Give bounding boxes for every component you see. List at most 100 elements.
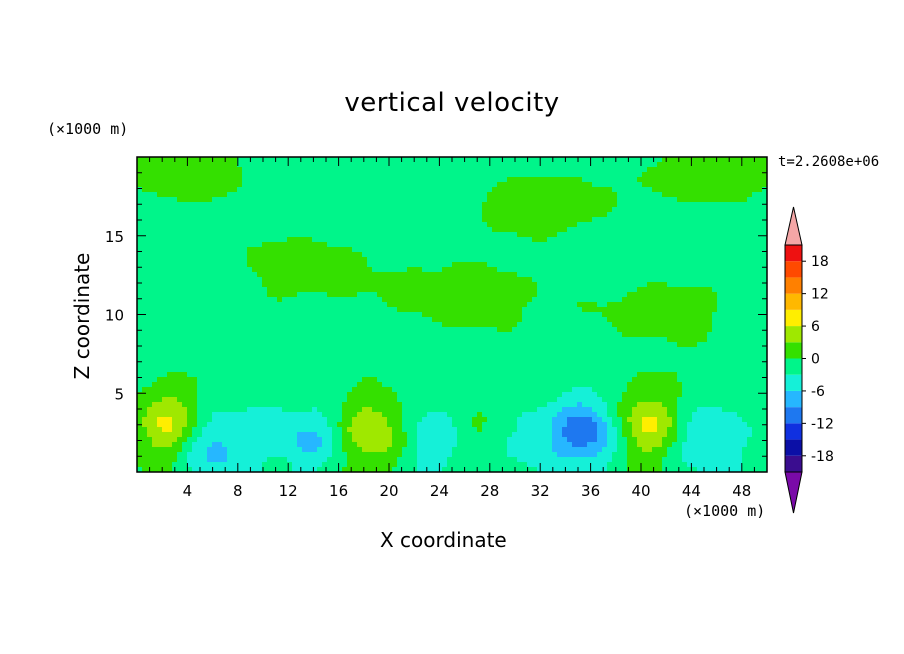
contour-cell [452, 162, 457, 167]
contour-cell [677, 242, 682, 247]
contour-cell [357, 222, 362, 227]
contour-cell [562, 192, 567, 197]
contour-cell [257, 317, 262, 322]
contour-cell [317, 347, 322, 352]
contour-cell [332, 262, 337, 267]
contour-cell [477, 347, 482, 352]
contour-cell [172, 332, 177, 337]
contour-cell [292, 202, 297, 207]
contour-cell [432, 277, 437, 282]
contour-cell [312, 272, 317, 277]
contour-cell [752, 312, 757, 317]
contour-cell [522, 172, 527, 177]
contour-cell [432, 292, 437, 297]
contour-cell [587, 157, 592, 162]
contour-cell [667, 332, 672, 337]
contour-cell [367, 167, 372, 172]
contour-cell [347, 237, 352, 242]
contour-cell [247, 222, 252, 227]
contour-cell [557, 212, 562, 217]
contour-cell [427, 207, 432, 212]
contour-cell [212, 182, 217, 187]
contour-cell [182, 322, 187, 327]
contour-cell [512, 257, 517, 262]
contour-cell [137, 247, 142, 252]
contour-cell [602, 267, 607, 272]
contour-cell [467, 307, 472, 312]
contour-cell [232, 202, 237, 207]
contour-cell [272, 232, 277, 237]
contour-cell [252, 277, 257, 282]
contour-cell [482, 177, 487, 182]
contour-cell [697, 207, 702, 212]
contour-cell [637, 182, 642, 187]
contour-cell [582, 212, 587, 217]
contour-cell [582, 242, 587, 247]
contour-cell [397, 337, 402, 342]
contour-cell [142, 287, 147, 292]
contour-cell [557, 337, 562, 342]
contour-cell [252, 322, 257, 327]
contour-cell [287, 292, 292, 297]
contour-cell [657, 262, 662, 267]
contour-cell [442, 192, 447, 197]
contour-cell [687, 157, 692, 162]
contour-cell [182, 172, 187, 177]
contour-cell [282, 287, 287, 292]
contour-cell [202, 177, 207, 182]
contour-cell [697, 172, 702, 177]
contour-cell [537, 177, 542, 182]
contour-cell [667, 277, 672, 282]
contour-cell [712, 207, 717, 212]
contour-cell [462, 172, 467, 177]
contour-cell [167, 352, 172, 357]
contour-cell [557, 297, 562, 302]
contour-cell [257, 172, 262, 177]
contour-cell [457, 167, 462, 172]
contour-cell [622, 202, 627, 207]
contour-cell [647, 172, 652, 177]
contour-cell [252, 212, 257, 217]
contour-cell [287, 177, 292, 182]
contour-cell [682, 237, 687, 242]
contour-cell [407, 227, 412, 232]
contour-cell [722, 327, 727, 332]
contour-cell [187, 307, 192, 312]
contour-cell [382, 282, 387, 287]
contour-cell [662, 297, 667, 302]
contour-cell [712, 197, 717, 202]
contour-cell [727, 217, 732, 222]
contour-cell [632, 182, 637, 187]
contour-cell [642, 292, 647, 297]
contour-cell [627, 347, 632, 352]
contour-cell [582, 157, 587, 162]
contour-cell [347, 177, 352, 182]
contour-cell [477, 317, 482, 322]
contour-cell [357, 177, 362, 182]
contour-cell [602, 232, 607, 237]
contour-cell [707, 272, 712, 277]
contour-cell [287, 287, 292, 292]
contour-cell [642, 297, 647, 302]
contour-cell [167, 217, 172, 222]
contour-cell [262, 172, 267, 177]
contour-cell [552, 212, 557, 217]
contour-cell [632, 162, 637, 167]
contour-cell [697, 327, 702, 332]
contour-cell [672, 312, 677, 317]
contour-cell [667, 177, 672, 182]
contour-cell [152, 292, 157, 297]
contour-cell [482, 227, 487, 232]
contour-cell [417, 157, 422, 162]
contour-cell [402, 317, 407, 322]
contour-cell [297, 327, 302, 332]
contour-cell [427, 262, 432, 267]
contour-cell [742, 192, 747, 197]
contour-cell [327, 312, 332, 317]
contour-cell [192, 202, 197, 207]
contour-cell [187, 262, 192, 267]
contour-cell [732, 317, 737, 322]
contour-cell [172, 342, 177, 347]
contour-cell [757, 282, 762, 287]
contour-cell [337, 352, 342, 357]
